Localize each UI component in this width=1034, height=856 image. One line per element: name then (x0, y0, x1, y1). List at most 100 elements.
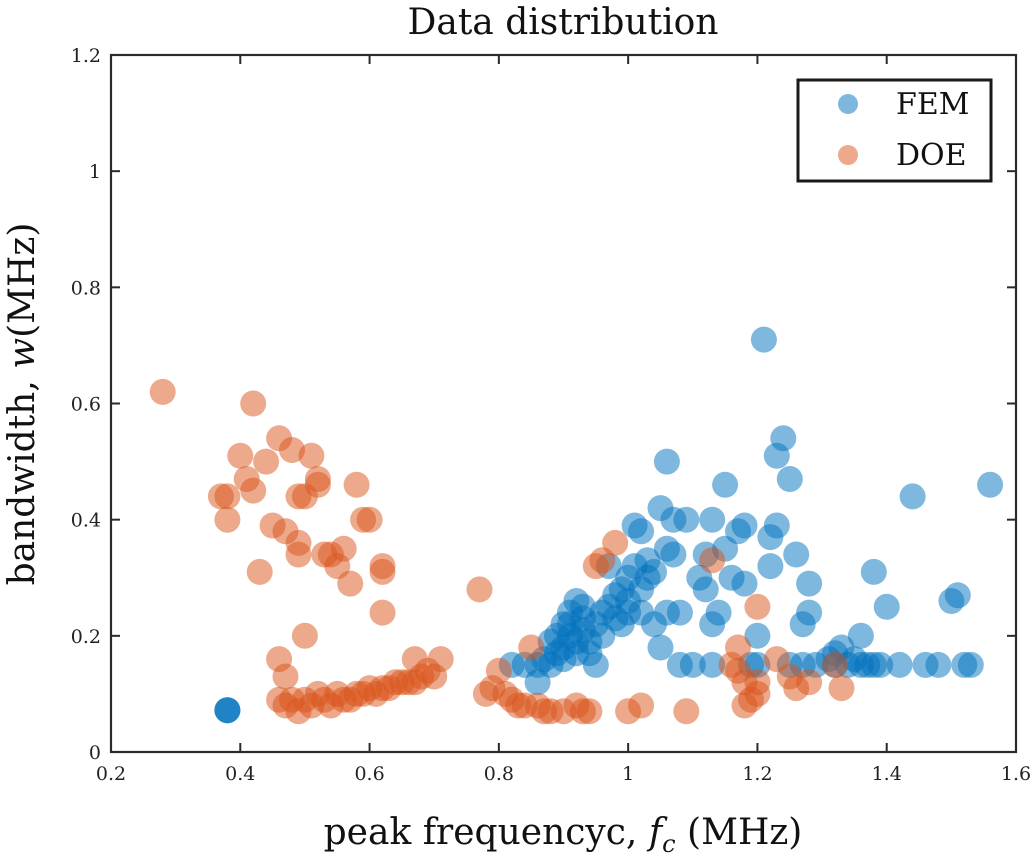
data-point-doe (369, 553, 396, 580)
data-point-fem (860, 558, 887, 585)
data-point-doe (240, 390, 267, 417)
legend: FEM DOE (796, 78, 993, 183)
y-axis-label-prefix: bandwidth, (2, 369, 43, 586)
x-tick-label: 0.6 (354, 763, 384, 785)
legend-marker-fem (838, 94, 858, 114)
y-tick-label: 0.4 (71, 510, 101, 532)
x-tick-label: 0.4 (225, 763, 255, 785)
data-point-doe (343, 471, 370, 498)
data-point-doe (725, 634, 751, 661)
data-point-fem (886, 651, 913, 678)
data-point-doe (744, 593, 771, 620)
data-point-fem (925, 651, 952, 678)
y-tick-label: 1.2 (71, 45, 101, 67)
data-point-doe (240, 477, 267, 504)
data-points (149, 326, 1004, 725)
data-point-fem (628, 518, 655, 545)
data-point-doe (246, 558, 273, 585)
data-point-fem (757, 553, 784, 580)
data-point-fem (699, 506, 726, 533)
data-point-doe (272, 663, 299, 690)
data-point-fem (770, 425, 797, 452)
data-point-doe (518, 634, 545, 661)
x-tick-label: 0.2 (96, 763, 126, 785)
x-axis-label-suffix: (MHz) (676, 812, 803, 853)
x-axis-label-sub: c (662, 830, 675, 856)
data-point-doe (337, 570, 364, 597)
data-point-fem (666, 599, 693, 626)
legend-box (796, 78, 993, 183)
y-tick-label: 0.6 (71, 394, 101, 416)
data-point-doe (576, 698, 603, 725)
data-point-fem (679, 651, 706, 678)
x-axis-label: peak frequencyc, fc (MHz) (324, 812, 803, 856)
y-tick-label: 1 (89, 161, 101, 183)
y-tick-label: 0.2 (71, 626, 101, 648)
data-point-fem (653, 448, 680, 475)
x-axis: 0.2 0.4 0.6 0.8 1 1.2 1.4 1.6 (96, 55, 1031, 785)
data-point-fem (705, 599, 732, 626)
data-point-doe (227, 442, 254, 469)
data-point-fem (712, 471, 739, 498)
data-point-doe (744, 680, 771, 707)
data-point-doe (699, 547, 726, 574)
data-point-doe (466, 576, 493, 603)
x-axis-label-prefix: peak frequencyc, (324, 812, 649, 853)
data-point-doe (369, 599, 396, 626)
data-point-doe (214, 483, 241, 510)
data-point-doe (602, 529, 629, 556)
data-point-doe (330, 535, 357, 562)
data-point-fem (731, 512, 758, 539)
y-tick-label: 0 (89, 742, 101, 764)
x-tick-label: 0.8 (484, 763, 514, 785)
data-point-fem (847, 622, 874, 649)
data-point-doe (628, 692, 655, 719)
series-fem (214, 326, 1004, 724)
data-point-fem (977, 471, 1004, 498)
data-point-fem (873, 593, 900, 620)
x-tick-label: 1.2 (742, 763, 772, 785)
data-point-doe (304, 471, 331, 498)
data-point-doe (298, 442, 325, 469)
data-point-doe (485, 657, 512, 684)
data-point-doe (285, 541, 312, 568)
data-point-fem (582, 651, 609, 678)
data-point-fem (796, 599, 823, 626)
data-point-fem (660, 541, 687, 568)
legend-label-fem: FEM (896, 87, 969, 122)
series-doe (149, 378, 855, 725)
x-tick-label: 1 (622, 763, 634, 785)
chart-title: Data distribution (408, 2, 719, 43)
data-point-fem (692, 576, 719, 603)
data-point-fem (763, 512, 790, 539)
data-point-fem (214, 697, 241, 724)
data-point-fem (699, 651, 726, 678)
data-point-fem (647, 634, 674, 661)
data-point-doe (822, 651, 848, 678)
data-point-doe (427, 646, 454, 673)
data-point-doe (796, 669, 823, 696)
data-point-fem (899, 483, 926, 510)
y-axis-label: bandwidth, w(MHz) (2, 223, 43, 586)
legend-marker-doe (838, 145, 858, 165)
data-point-fem (641, 558, 667, 585)
data-point-fem (796, 570, 823, 597)
data-point-fem (957, 651, 984, 678)
data-point-doe (673, 698, 700, 725)
data-point-fem (744, 622, 771, 649)
data-point-fem (731, 570, 758, 597)
data-point-doe (214, 506, 241, 533)
data-point-fem (867, 651, 894, 678)
y-axis: 0 0.2 0.4 0.6 0.8 1 1.2 (71, 45, 1016, 764)
data-point-doe (291, 622, 318, 649)
data-point-fem (944, 582, 971, 609)
y-axis-label-var: w (2, 338, 43, 369)
legend-label-doe: DOE (896, 138, 967, 173)
x-tick-label: 1.6 (1001, 763, 1031, 785)
data-point-fem (776, 466, 803, 492)
data-point-doe (253, 448, 280, 475)
data-point-doe (149, 378, 176, 405)
data-point-fem (783, 541, 810, 568)
data-point-doe (356, 506, 383, 533)
